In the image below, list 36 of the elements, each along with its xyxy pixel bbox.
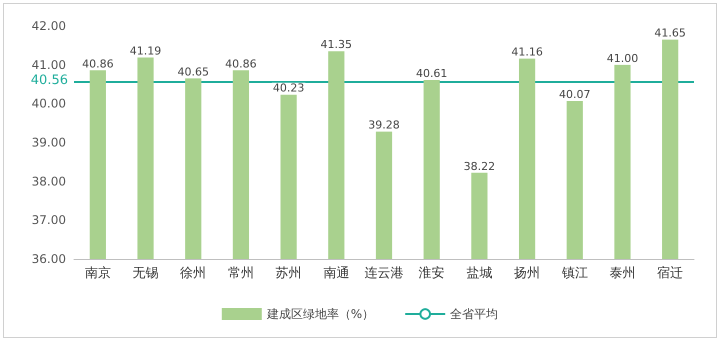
y-tick-label: 42.00 xyxy=(32,19,66,33)
x-tick-label: 南京 xyxy=(84,266,111,281)
data-label: 41.65 xyxy=(654,26,686,40)
data-label: 40.65 xyxy=(177,65,209,78)
x-tick-label: 扬州 xyxy=(514,266,540,281)
x-tick-label: 淮安 xyxy=(418,265,445,281)
legend-label: 全省平均 xyxy=(450,307,498,321)
x-tick-label: 连云港 xyxy=(364,266,404,281)
y-tick-label: 38.00 xyxy=(32,174,66,188)
legend-label: 建成区绿地率（%） xyxy=(266,307,374,321)
data-label: 40.61 xyxy=(416,66,448,80)
text: 40.56 xyxy=(30,72,68,88)
x-tick-label: 宿迁 xyxy=(657,265,684,281)
x-tick-label: 无锡 xyxy=(132,266,159,281)
data-label: 41.35 xyxy=(320,38,352,52)
y-tick-label: 39.00 xyxy=(32,136,66,150)
data-label: 41.16 xyxy=(511,46,543,59)
x-tick-label: 镇江 xyxy=(560,266,588,281)
y-tick-label: 36.00 xyxy=(32,252,66,266)
x-tick-label: 盐城 xyxy=(466,266,492,281)
data-label: 40.86 xyxy=(225,57,257,70)
data-label: 40.07 xyxy=(559,88,591,101)
y-tick-label: 41.00 xyxy=(32,58,66,72)
y-tick-label: 40.00 xyxy=(32,96,66,111)
y-tick-label: 37.00 xyxy=(32,213,66,228)
data-label: 38.22 xyxy=(464,160,496,173)
data-label: 39.28 xyxy=(368,118,400,132)
data-label: 40.23 xyxy=(272,82,304,95)
data-label: 41.19 xyxy=(130,44,162,58)
x-tick-label: 徐州 xyxy=(180,266,206,281)
x-tick-label: 苏州 xyxy=(276,266,302,281)
x-tick-label: 泰州 xyxy=(609,266,636,281)
data-label: 40.86 xyxy=(82,57,114,70)
data-label: 41.00 xyxy=(606,52,638,65)
x-tick-label: 常州 xyxy=(228,266,254,281)
x-tick-label: 南通 xyxy=(323,266,350,281)
